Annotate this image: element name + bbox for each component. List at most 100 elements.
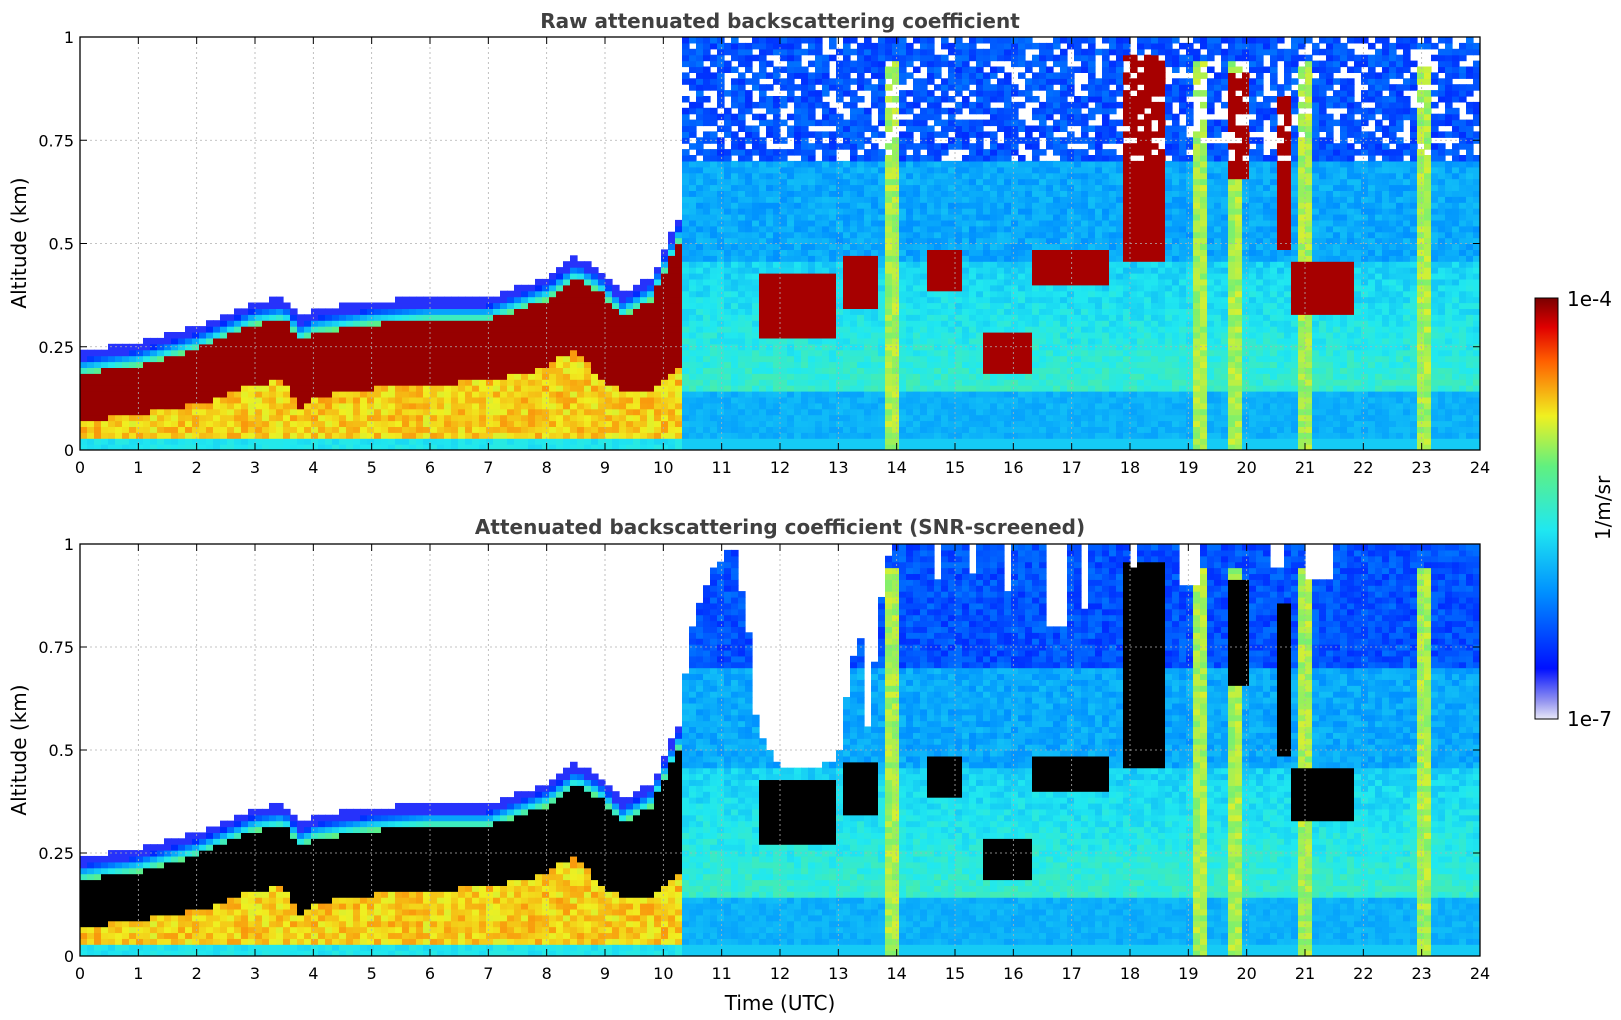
heat-cell xyxy=(969,308,977,315)
heat-cell xyxy=(801,184,809,191)
heat-cell xyxy=(556,314,564,321)
heat-cell xyxy=(549,337,557,345)
heat-cell xyxy=(458,361,466,368)
heat-cell xyxy=(829,373,837,380)
heat-cell xyxy=(290,391,298,398)
heat-cell xyxy=(703,37,711,44)
heat-cell xyxy=(906,432,914,439)
heat-cell xyxy=(451,343,459,351)
heat-cell xyxy=(976,60,984,68)
heat-cell xyxy=(325,361,333,368)
heat-cell xyxy=(437,337,445,345)
heat-cell xyxy=(808,178,816,186)
heat-cell xyxy=(479,379,487,386)
heat-cell xyxy=(696,42,704,50)
heat-cell xyxy=(472,302,480,309)
heat-cell xyxy=(731,78,739,85)
heat-cell xyxy=(794,190,802,197)
heat-cell xyxy=(976,349,984,357)
heat-cell xyxy=(766,219,774,227)
heat-cell xyxy=(962,155,970,162)
heat-cell xyxy=(248,426,256,433)
heat-cell xyxy=(479,391,487,398)
heat-cell xyxy=(157,367,165,374)
heat-cell xyxy=(234,402,242,410)
heat-cell xyxy=(465,343,473,351)
heat-cell xyxy=(752,278,760,286)
heat-cell xyxy=(276,408,284,416)
heat-cell xyxy=(696,379,704,386)
heat-cell xyxy=(731,166,739,174)
heat-cell xyxy=(605,308,613,315)
heat-cell xyxy=(276,432,284,439)
heat-cell xyxy=(206,326,214,333)
heat-cell xyxy=(437,444,445,450)
heat-cell xyxy=(913,237,921,245)
heat-cell xyxy=(486,420,494,427)
heat-cell xyxy=(794,278,802,286)
heat-cell xyxy=(752,355,760,363)
heat-cell xyxy=(815,196,823,203)
heat-cell xyxy=(843,131,851,138)
heat-cell xyxy=(843,125,851,132)
heat-cell xyxy=(612,284,620,292)
heat-cell xyxy=(332,408,340,416)
heat-cell xyxy=(528,391,536,398)
heat-cell xyxy=(717,196,725,203)
heat-cell xyxy=(213,420,221,427)
heat-cell xyxy=(444,308,452,315)
heat-cell xyxy=(717,54,725,62)
heat-cell xyxy=(892,337,900,345)
heat-cell xyxy=(738,402,746,410)
heat-cell xyxy=(717,426,725,433)
heat-cell xyxy=(682,214,690,221)
heat-cell xyxy=(850,37,858,44)
heat-cell xyxy=(108,426,116,433)
heat-cell xyxy=(976,296,984,304)
heat-cell xyxy=(871,84,879,91)
heat-cell xyxy=(955,160,963,168)
heat-cell xyxy=(843,78,851,85)
heat-cell xyxy=(850,90,858,97)
heat-cell xyxy=(633,367,641,374)
heat-cell xyxy=(696,284,704,292)
heat-cell xyxy=(787,249,795,256)
heat-cell xyxy=(724,178,732,186)
heat-cell xyxy=(486,367,494,374)
heat-cell xyxy=(703,408,711,416)
heat-cell xyxy=(367,396,375,404)
heat-cell xyxy=(766,101,774,109)
heat-cell xyxy=(192,332,200,339)
heat-cell xyxy=(668,278,676,286)
heat-cell xyxy=(689,166,697,174)
heat-cell xyxy=(542,408,550,416)
heat-cell xyxy=(647,420,655,427)
heat-cell xyxy=(276,402,284,410)
heat-cell xyxy=(241,396,249,404)
heat-cell xyxy=(388,373,396,380)
heat-cell xyxy=(262,432,270,439)
heat-cell xyxy=(857,379,865,386)
heat-cell xyxy=(941,60,949,68)
heat-cell xyxy=(983,396,991,404)
heat-cell xyxy=(633,314,641,321)
heat-cell xyxy=(234,320,242,327)
heat-cell xyxy=(941,202,949,209)
heat-cell xyxy=(892,444,900,450)
heat-cell xyxy=(262,420,270,427)
heat-cell xyxy=(941,237,949,245)
heat-cell xyxy=(374,391,382,398)
heat-cell xyxy=(822,296,830,304)
heat-cell xyxy=(738,208,746,215)
heat-cell xyxy=(668,379,676,386)
heat-cell xyxy=(479,349,487,357)
heat-cell xyxy=(843,432,851,439)
heat-cell xyxy=(472,414,480,422)
heat-cell xyxy=(605,426,613,433)
heat-cell xyxy=(535,337,543,345)
heat-cell xyxy=(556,355,564,363)
heat-cell xyxy=(787,373,795,380)
heat-cell xyxy=(514,355,522,363)
heat-cell xyxy=(780,284,788,292)
heat-cell xyxy=(185,402,193,410)
